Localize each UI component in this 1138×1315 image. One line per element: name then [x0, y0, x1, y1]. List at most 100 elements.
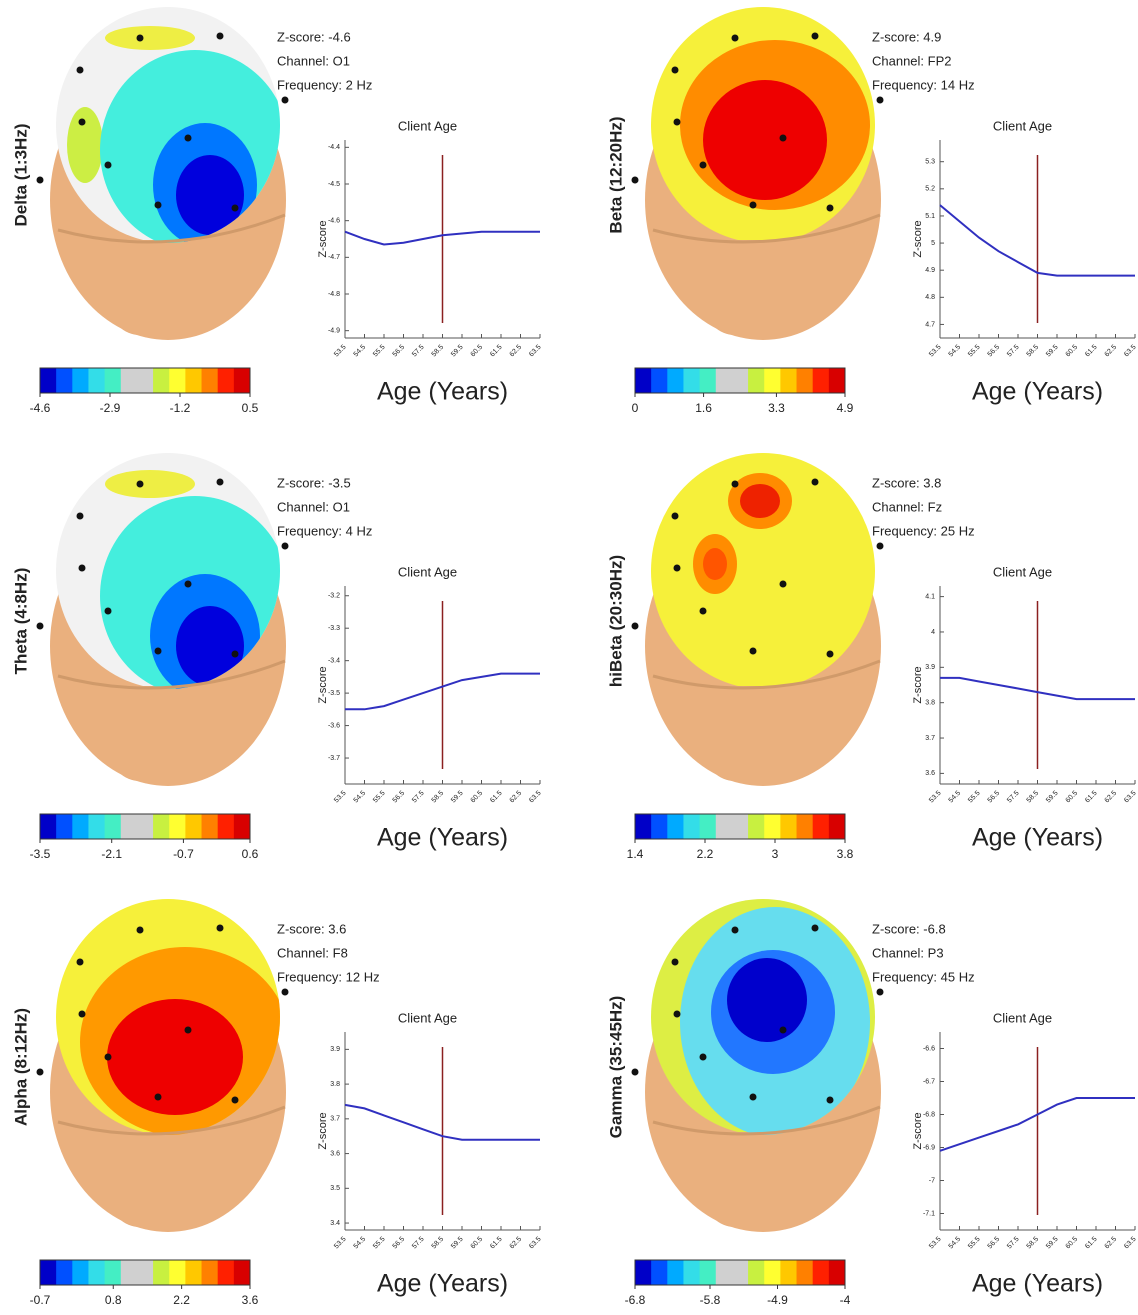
colorbar-tick-label: -6.8 [625, 1293, 646, 1307]
y-tick-label: -4.5 [328, 181, 340, 188]
panel: Alpha (8:12Hz)Z-score: 3.6Channel: F8Fre… [11, 892, 542, 1307]
x-axis-label: Age (Years) [377, 1270, 508, 1298]
x-tick-label: 59.5 [450, 790, 465, 805]
colorbar-segment [635, 368, 652, 393]
colorbar-segment [829, 1260, 846, 1285]
x-tick-label: 56.5 [392, 790, 407, 805]
x-tick-label: 58.5 [431, 344, 446, 359]
colorbar-tick-label: -5.8 [700, 1293, 721, 1307]
x-tick-label: 53.5 [928, 790, 943, 805]
electrode [827, 205, 834, 212]
colorbar-segment [700, 1260, 717, 1285]
info-text: Frequency: 45 Hz [872, 969, 975, 984]
colorbar-tick-label: 3 [772, 847, 779, 861]
colorbar-segment [40, 1260, 57, 1285]
electrode [77, 67, 84, 74]
x-tick-label: 53.5 [928, 1236, 943, 1251]
colorbar-segment [153, 1260, 170, 1285]
colorbar-segment [764, 1260, 781, 1285]
colorbar-tick-label: -2.9 [100, 401, 121, 415]
x-tick-label: 55.5 [372, 790, 387, 805]
y-tick-label: 3.5 [330, 1185, 340, 1192]
electrode [877, 543, 884, 550]
electrode [77, 959, 84, 966]
x-tick-label: 56.5 [392, 344, 407, 359]
info-text: Channel: O1 [277, 53, 350, 68]
info-text: Z-score: 3.6 [277, 921, 346, 936]
colorbar-segment [797, 814, 814, 839]
electrode [282, 543, 289, 550]
colorbar-segment [218, 1260, 235, 1285]
electrode [37, 623, 44, 630]
x-tick-label: 55.5 [967, 790, 982, 805]
x-tick-label: 58.5 [1026, 344, 1041, 359]
y-tick-label: 5.1 [925, 213, 935, 220]
colorbar-tick-label: 1.4 [627, 847, 644, 861]
x-tick-label: 58.5 [431, 790, 446, 805]
electrode [750, 1094, 757, 1101]
colorbar-tick-label: 3.6 [242, 1293, 259, 1307]
x-tick-label: 54.5 [353, 1236, 368, 1251]
electrode [750, 202, 757, 209]
x-tick-label: 54.5 [948, 344, 963, 359]
electrode [812, 925, 819, 932]
electrode [674, 565, 681, 572]
x-tick-label: 61.5 [1084, 344, 1099, 359]
y-tick-label: -4.9 [328, 328, 340, 335]
x-tick-label: 57.5 [1006, 1236, 1021, 1251]
y-tick-label: 3.7 [925, 735, 935, 742]
colorbar-segment [780, 1260, 797, 1285]
colorbar-segment [72, 1260, 89, 1285]
y-tick-label: -6.6 [923, 1045, 935, 1052]
colorbar-segment [185, 1260, 202, 1285]
colorbar-tick-label: -4 [840, 1293, 851, 1307]
scalp-blob [727, 958, 807, 1042]
info-text: Z-score: 3.8 [872, 475, 941, 490]
electrode [217, 33, 224, 40]
colorbar-segment [700, 814, 717, 839]
x-tick-label: 61.5 [489, 344, 504, 359]
electrode [79, 565, 86, 572]
y-tick-label: 4.9 [925, 267, 935, 274]
electrode [37, 1069, 44, 1076]
colorbar-segment [105, 368, 122, 393]
band-label: hiBeta (20:30Hz) [606, 555, 625, 687]
y-tick-label: 3.8 [330, 1081, 340, 1088]
x-tick-label: 59.5 [450, 1236, 465, 1251]
x-tick-label: 60.5 [1065, 790, 1080, 805]
y-tick-label: -7.1 [923, 1210, 935, 1217]
colorbar-segment [813, 1260, 830, 1285]
electrode [185, 1027, 192, 1034]
x-tick-label: 61.5 [1084, 1236, 1099, 1251]
colorbar-segment [56, 814, 73, 839]
x-tick-label: 62.5 [509, 790, 524, 805]
colorbar-tick-label: -3.5 [30, 847, 51, 861]
head [632, 0, 896, 340]
y-tick-label: -7 [929, 1177, 935, 1184]
electrode [632, 623, 639, 630]
x-tick-label: 63.5 [528, 344, 543, 359]
x-tick-label: 60.5 [470, 344, 485, 359]
info-text: Frequency: 2 Hz [277, 77, 372, 92]
head [625, 446, 895, 786]
y-axis-label: Z-score [912, 220, 924, 257]
band-label: Theta (4:8Hz) [11, 568, 30, 675]
electrode [137, 481, 144, 488]
colorbar-segment [137, 1260, 154, 1285]
electrode [877, 989, 884, 996]
colorbar-segment [88, 368, 105, 393]
electrode [672, 959, 679, 966]
y-tick-label: -4.8 [328, 291, 340, 298]
colorbar-segment [748, 814, 765, 839]
x-tick-label: 56.5 [987, 1236, 1002, 1251]
x-tick-label: 60.5 [470, 1236, 485, 1251]
colorbar-tick-label: 0.6 [242, 847, 259, 861]
colorbar-segment [732, 1260, 749, 1285]
annotation: Client Age [993, 1010, 1052, 1025]
colorbar-segment [169, 814, 186, 839]
colorbar-segment [635, 814, 652, 839]
colorbar-tick-label: 0 [632, 401, 639, 415]
colorbar-segment [185, 368, 202, 393]
